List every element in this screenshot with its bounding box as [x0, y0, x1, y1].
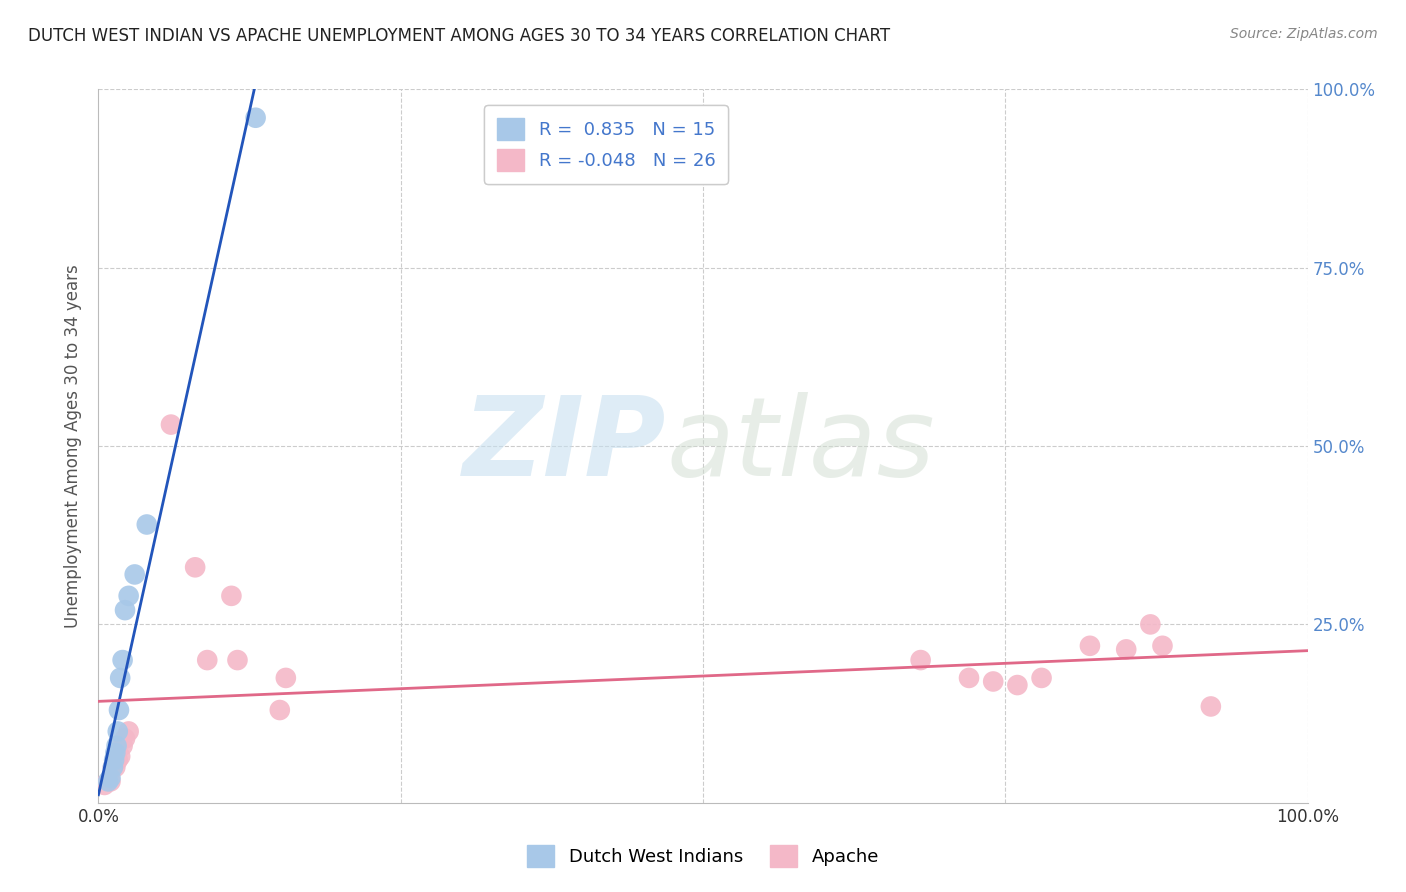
Text: atlas: atlas — [666, 392, 935, 500]
Text: Source: ZipAtlas.com: Source: ZipAtlas.com — [1230, 27, 1378, 41]
Point — [269, 703, 291, 717]
Point — [245, 111, 267, 125]
Point — [118, 724, 141, 739]
Point — [957, 671, 980, 685]
Legend: Dutch West Indians, Apache: Dutch West Indians, Apache — [520, 838, 886, 874]
Point — [1199, 699, 1222, 714]
Point — [1031, 671, 1053, 685]
Point — [135, 517, 157, 532]
Point — [104, 760, 127, 774]
Legend: R =  0.835   N = 15, R = -0.048   N = 26: R = 0.835 N = 15, R = -0.048 N = 26 — [485, 105, 728, 184]
Point — [108, 749, 131, 764]
Point — [160, 417, 183, 432]
Point — [104, 746, 127, 760]
Point — [910, 653, 932, 667]
Point — [1139, 617, 1161, 632]
Point — [100, 771, 122, 785]
Point — [1078, 639, 1101, 653]
Point — [114, 731, 136, 746]
Point — [93, 778, 115, 792]
Point — [124, 567, 146, 582]
Point — [97, 774, 120, 789]
Point — [981, 674, 1004, 689]
Point — [114, 603, 136, 617]
Point — [1115, 642, 1137, 657]
Point — [101, 760, 124, 774]
Point — [105, 739, 128, 753]
Point — [184, 560, 207, 574]
Point — [111, 653, 134, 667]
Y-axis label: Unemployment Among Ages 30 to 34 years: Unemployment Among Ages 30 to 34 years — [65, 264, 83, 628]
Point — [1007, 678, 1029, 692]
Point — [107, 724, 129, 739]
Point — [274, 671, 297, 685]
Point — [226, 653, 249, 667]
Point — [101, 760, 124, 774]
Point — [195, 653, 218, 667]
Text: DUTCH WEST INDIAN VS APACHE UNEMPLOYMENT AMONG AGES 30 TO 34 YEARS CORRELATION C: DUTCH WEST INDIAN VS APACHE UNEMPLOYMENT… — [28, 27, 890, 45]
Point — [108, 703, 131, 717]
Point — [118, 589, 141, 603]
Point — [111, 739, 134, 753]
Text: ZIP: ZIP — [463, 392, 666, 500]
Point — [1152, 639, 1174, 653]
Point — [221, 589, 243, 603]
Point — [100, 774, 122, 789]
Point — [108, 671, 131, 685]
Point — [103, 753, 125, 767]
Point — [107, 753, 129, 767]
